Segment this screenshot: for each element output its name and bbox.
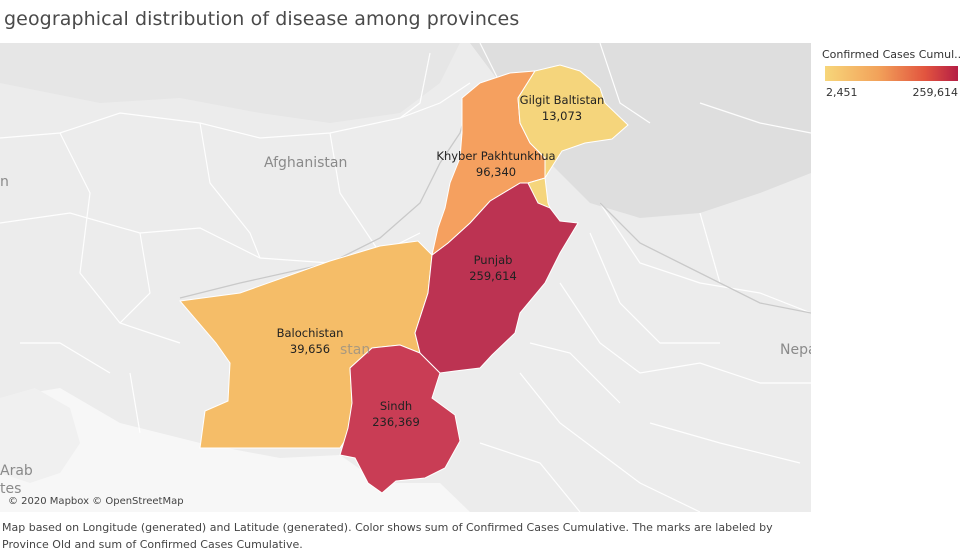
- legend-min-label: 2,451: [826, 86, 858, 99]
- label-afghanistan: Afghanistan: [264, 155, 347, 171]
- label-kp-value: 96,340: [476, 165, 516, 179]
- label-emirates-partial: tes: [0, 481, 21, 497]
- map-canvas[interactable]: Afghanistan n stan Nepa Arab tes Gilgit …: [0, 43, 811, 512]
- chart-title: geographical distribution of disease amo…: [4, 8, 520, 30]
- label-arab-partial: Arab: [0, 463, 33, 479]
- caption-line-2: Province Old and sum of Confirmed Cases …: [2, 538, 303, 551]
- legend-color-ramp: [825, 66, 958, 81]
- sea: [0, 388, 470, 512]
- gulf: [0, 388, 80, 483]
- label-sindh-value: 236,369: [372, 415, 420, 429]
- map-view[interactable]: Afghanistan n stan Nepa Arab tes Gilgit …: [0, 43, 811, 512]
- country-border-india-nepal: [599, 202, 811, 314]
- label-iran-partial: n: [0, 174, 9, 190]
- label-nepal-partial: Nepa: [780, 342, 811, 358]
- label-balochistan-value: 39,656: [290, 342, 330, 356]
- province-gilgit-baltistan[interactable]: [517, 64, 629, 180]
- label-pakistan-partial: stan: [340, 342, 370, 358]
- map-caption: Map based on Longitude (generated) and L…: [2, 519, 802, 553]
- province-capital[interactable]: [527, 177, 551, 209]
- legend-max-label: 259,614: [912, 86, 959, 99]
- map-attribution[interactable]: © 2020 Mapbox © OpenStreetMap: [8, 496, 184, 507]
- label-gilgit-name: Gilgit Baltistan: [520, 93, 605, 107]
- terrain-northwest: [0, 43, 460, 123]
- legend-title: Confirmed Cases Cumul..: [822, 48, 962, 61]
- label-gilgit-value: 13,073: [542, 109, 582, 123]
- caption-line-1: Map based on Longitude (generated) and L…: [2, 521, 773, 534]
- label-punjab-value: 259,614: [469, 269, 517, 283]
- label-sindh-name: Sindh: [380, 399, 412, 413]
- label-balochistan-name: Balochistan: [277, 326, 344, 340]
- color-legend[interactable]: Confirmed Cases Cumul.. 2,451 259,614: [822, 48, 963, 100]
- label-kp-name: Khyber Pakhtunkhua: [436, 149, 555, 163]
- label-punjab-name: Punjab: [474, 253, 513, 267]
